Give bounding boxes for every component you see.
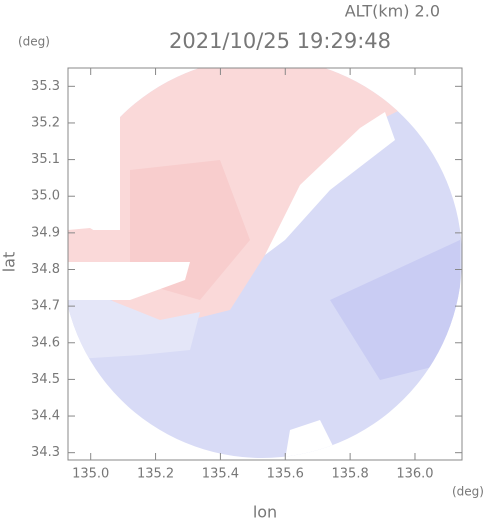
x-tick-label: 135.8 bbox=[332, 467, 369, 482]
x-tick-label: 135.2 bbox=[137, 467, 174, 482]
y-tick-label: 34.3 bbox=[31, 445, 60, 460]
x-tick-label: 135.4 bbox=[202, 467, 239, 482]
subtitle: ALT(km) 2.0 bbox=[345, 2, 440, 21]
y-tick-label: 35.3 bbox=[31, 79, 60, 94]
plot-frame bbox=[67, 67, 463, 461]
x-tick-label: 136.0 bbox=[396, 467, 433, 482]
x-tick-label: 135.0 bbox=[72, 467, 109, 482]
y-tick-label: 34.6 bbox=[31, 335, 60, 350]
y-tick-label: 34.8 bbox=[31, 262, 60, 277]
y-label: lat bbox=[0, 252, 19, 273]
y-tick-label: 34.9 bbox=[31, 225, 60, 240]
x-unit: (deg) bbox=[452, 485, 484, 499]
y-tick-label: 34.7 bbox=[31, 299, 60, 314]
y-tick-label: 34.5 bbox=[31, 372, 60, 387]
field bbox=[68, 68, 462, 458]
y-tick-label: 34.4 bbox=[31, 409, 60, 424]
x-label: lon bbox=[253, 503, 277, 522]
chart-title: 2021/10/25 19:29:48 bbox=[169, 29, 391, 53]
y-tick-label: 35.0 bbox=[31, 189, 60, 204]
axes: 135.0 135.2 135.4 135.6 135.8 136.0 34.3 34.4 34… bbox=[31, 68, 462, 482]
y-unit: (deg) bbox=[18, 35, 50, 49]
y-tick-label: 35.2 bbox=[31, 115, 60, 130]
y-tick-label: 35.1 bbox=[31, 152, 60, 167]
x-tick-label: 135.6 bbox=[267, 467, 304, 482]
